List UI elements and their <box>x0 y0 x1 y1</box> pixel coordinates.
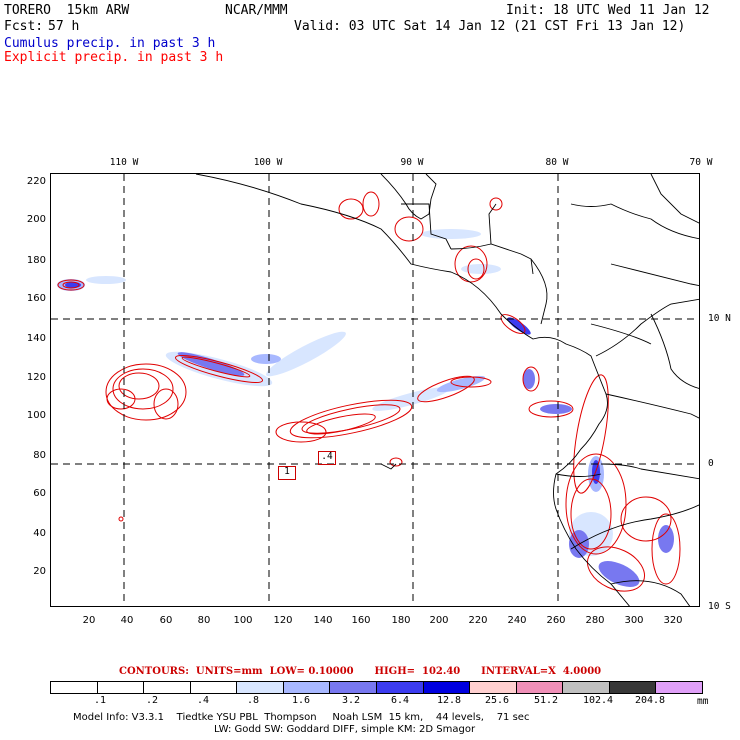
map-canvas <box>51 174 699 606</box>
y-tick-220: 220 <box>26 176 46 187</box>
colorbar-swatch-13 <box>655 681 703 694</box>
colorbar-label-10: 102.4 <box>582 695 614 706</box>
x-tick-200: 200 <box>429 615 449 626</box>
colorbar-label-5: 3.2 <box>341 695 361 706</box>
x-tick-300: 300 <box>624 615 644 626</box>
lat-label-10n: 10 N <box>708 313 731 324</box>
y-tick-140: 140 <box>26 333 46 344</box>
lon-label-80w: 80 W <box>545 157 569 168</box>
contour-label-2: .4 <box>318 451 336 465</box>
lon-label-110w: 110 W <box>109 157 139 168</box>
cumulus-label: Cumulus precip. in past 3 h <box>4 36 216 51</box>
colorbar-swatch-2 <box>143 681 191 694</box>
colorbar-label-2: .4 <box>196 695 210 706</box>
colorbar-unit: mm <box>697 696 709 707</box>
colorbar-label-4: 1.6 <box>291 695 311 706</box>
x-tick-320: 320 <box>663 615 683 626</box>
colorbar-swatch-4 <box>236 681 284 694</box>
lon-label-70w: 70 W <box>689 157 713 168</box>
y-tick-40: 40 <box>33 528 46 539</box>
x-tick-60: 60 <box>159 615 173 626</box>
x-tick-240: 240 <box>507 615 527 626</box>
colorbar-label-1: .2 <box>145 695 159 706</box>
x-tick-280: 280 <box>585 615 605 626</box>
x-tick-40: 40 <box>120 615 134 626</box>
x-tick-180: 180 <box>391 615 411 626</box>
colorbar-label-7: 12.8 <box>436 695 462 706</box>
colorbar-label-0: .1 <box>93 695 107 706</box>
precip-map <box>50 173 700 607</box>
colorbar-swatch-11 <box>562 681 610 694</box>
colorbar-label-8: 25.6 <box>484 695 510 706</box>
fcst-value: 57 h <box>48 19 80 34</box>
explicit-contours <box>57 191 681 592</box>
grid-lines <box>51 174 699 606</box>
lat-label-0: 0 <box>708 458 714 469</box>
contours-info: CONTOURS: UNITS=mm LOW= 0.10000 HIGH= 10… <box>119 666 602 677</box>
colorbar-label-6: 6.4 <box>390 695 410 706</box>
colorbar-swatch-7 <box>376 681 424 694</box>
y-tick-80: 80 <box>33 450 46 461</box>
colorbar-swatch-9 <box>469 681 517 694</box>
org-label: NCAR/MMM <box>225 3 288 18</box>
colorbar-label-11: 204.8 <box>634 695 666 706</box>
colorbar-label-3: .8 <box>246 695 260 706</box>
x-tick-20: 20 <box>82 615 96 626</box>
colorbar-swatch-8 <box>422 681 471 694</box>
colorbar-swatch-1 <box>96 681 145 694</box>
colorbar-swatch-0 <box>50 681 98 694</box>
lon-label-90w: 90 W <box>400 157 424 168</box>
colorbar-swatch-6 <box>329 681 377 694</box>
y-tick-120: 120 <box>26 372 46 383</box>
x-tick-260: 260 <box>546 615 566 626</box>
explicit-label: Explicit precip. in past 3 h <box>4 50 224 65</box>
init-time: Init: 18 UTC Wed 11 Jan 12 <box>506 3 710 18</box>
lat-label-10s: 10 S <box>708 601 731 612</box>
y-tick-20: 20 <box>33 566 46 577</box>
x-tick-220: 220 <box>468 615 488 626</box>
coastlines <box>195 174 699 606</box>
contour-label-1: 1 <box>278 466 296 480</box>
model-info: Model Info: V3.3.1 Tiedtke YSU PBL Thomp… <box>73 712 530 723</box>
y-tick-100: 100 <box>26 410 46 421</box>
y-tick-180: 180 <box>26 255 46 266</box>
x-tick-160: 160 <box>351 615 371 626</box>
colorbar-label-9: 51.2 <box>533 695 559 706</box>
colorbar-swatch-3 <box>189 681 238 694</box>
y-tick-160: 160 <box>26 293 46 304</box>
lon-label-100w: 100 W <box>253 157 283 168</box>
x-tick-100: 100 <box>233 615 253 626</box>
y-tick-200: 200 <box>26 214 46 225</box>
x-tick-140: 140 <box>313 615 333 626</box>
colorbar-swatch-12 <box>608 681 657 694</box>
colorbar-swatch-10 <box>515 681 564 694</box>
valid-time: Valid: 03 UTC Sat 14 Jan 12 (21 CST Fri … <box>294 19 686 34</box>
fcst-label: Fcst: <box>4 19 44 34</box>
colorbar-swatch-5 <box>282 681 331 694</box>
model-title: TORERO 15km ARW <box>4 3 130 18</box>
x-tick-80: 80 <box>197 615 211 626</box>
y-tick-60: 60 <box>33 488 46 499</box>
physics-info: LW: Godd SW: Goddard DIFF, simple KM: 2D… <box>214 724 476 735</box>
x-tick-120: 120 <box>273 615 293 626</box>
